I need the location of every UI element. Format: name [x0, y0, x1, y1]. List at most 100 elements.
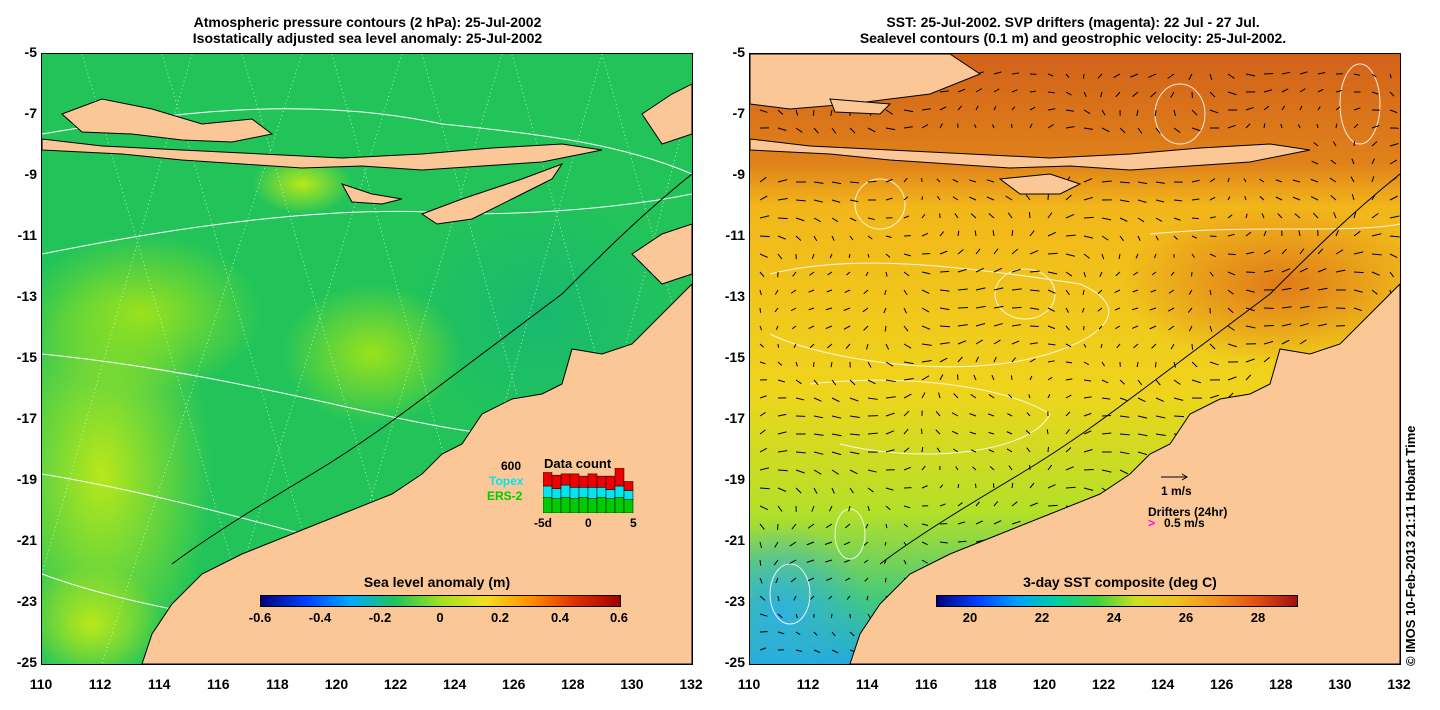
lon-tick: 114: [147, 676, 171, 692]
velocity-arrow: [975, 88, 982, 93]
velocity-arrow: [1083, 361, 1089, 366]
velocity-arrow: [829, 253, 833, 259]
velocity-arrow: [846, 595, 851, 600]
velocity-arrow: [1065, 307, 1070, 313]
velocity-arrow: [759, 235, 770, 238]
velocity-arrow: [885, 343, 890, 350]
velocity-arrow: [795, 199, 806, 202]
sumba-island: [340, 183, 403, 205]
velocity-arrow: [1209, 325, 1213, 332]
sea-level-anomaly-map[interactable]: Sea level anomaly (m) -0.6 -0.4 -0.2 0 0…: [41, 53, 693, 665]
velocity-arrow: [1330, 159, 1337, 165]
velocity-arrow: [813, 631, 818, 636]
velocity-arrow: [1191, 235, 1198, 239]
lat-tick: -15: [16, 349, 37, 365]
velocity-arrow: [975, 339, 984, 345]
velocity-arrow: [903, 377, 914, 381]
ers2-bar: [596, 497, 607, 513]
velocity-arrow: [1170, 271, 1175, 276]
velocity-arrow: [1297, 124, 1301, 129]
velocity-arrow: [921, 392, 926, 399]
velocity-arrow: [951, 430, 959, 435]
velocity-arrow: [759, 559, 762, 566]
sla-tick-06: 0.6: [609, 610, 629, 625]
lat-tick: -9: [24, 166, 37, 182]
velocity-arrow: [988, 431, 995, 435]
velocity-arrow: [1227, 271, 1236, 276]
lon-tick: 126: [502, 676, 526, 692]
banda-islands: [641, 83, 692, 145]
velocity-arrow: [1275, 179, 1283, 183]
velocity-arrow: [827, 271, 833, 276]
velocity-arrow: [1371, 253, 1382, 256]
velocity-arrow: [1371, 271, 1380, 276]
velocity-arrow: [1065, 325, 1070, 331]
velocity-arrow: [992, 230, 995, 237]
velocity-arrow: [849, 469, 858, 475]
velocity-arrow: [885, 197, 893, 201]
topex-bar: [551, 488, 562, 499]
velocity-arrow: [935, 429, 941, 435]
velocity-arrow: [885, 449, 895, 453]
velocity-arrow: [1299, 267, 1308, 273]
velocity-arrow: [1137, 415, 1148, 419]
lat-tick: -13: [16, 288, 37, 304]
velocity-arrow: [1131, 307, 1139, 311]
sst-warm-patch-east: [1120, 204, 1400, 364]
velocity-arrow: [1245, 358, 1255, 363]
velocity-arrow: [1353, 307, 1363, 312]
velocity-arrow: [849, 631, 855, 637]
velocity-arrow: [1351, 194, 1355, 201]
velocity-arrow: [1114, 307, 1121, 311]
velocity-arrow: [795, 469, 805, 474]
velocity-arrow: [1065, 271, 1073, 277]
velocity-arrow: [759, 289, 762, 296]
velocity-arrow: [1148, 73, 1157, 78]
velocity-arrow: [1137, 127, 1143, 134]
velocity-arrow: [1209, 361, 1219, 366]
velocity-arrow: [957, 268, 967, 273]
lat-tick: -19: [724, 471, 745, 487]
velocity-arrow: [1191, 109, 1198, 116]
velocity-arrow: [1299, 339, 1307, 345]
velocity-arrow: [867, 397, 878, 400]
velocity-arrow: [1333, 212, 1337, 219]
velocity-arrow: [1209, 343, 1216, 350]
velocity-arrow: [1119, 181, 1130, 184]
velocity-arrow: [1101, 469, 1112, 473]
velocity-arrow: [957, 230, 960, 237]
velocity-arrow: [939, 342, 950, 345]
velocity-arrow: [848, 253, 851, 259]
velocity-arrow: [1137, 451, 1148, 456]
velocity-arrow: [1311, 160, 1319, 165]
velocity-arrow: [939, 541, 948, 544]
data-count-600-label: 600: [501, 459, 522, 473]
sst-map[interactable]: 1 m/s Drifters (24hr) > 0.5 m/s 3-day SS…: [749, 53, 1401, 665]
velocity-arrow: [777, 505, 783, 512]
velocity-arrow: [813, 181, 824, 184]
velocity-arrow: [825, 523, 833, 529]
velocity-arrow: [903, 343, 912, 349]
velocity-arrow: [1131, 325, 1139, 329]
velocity-arrow: [1168, 325, 1175, 331]
velocity-arrow: [1011, 230, 1014, 237]
velocity-arrow: [1298, 230, 1301, 237]
velocity-arrow: [1008, 394, 1013, 399]
velocity-arrow: [1191, 361, 1198, 368]
velocity-arrow: [1353, 289, 1363, 293]
velocity-arrow: [1083, 487, 1094, 491]
velocity-arrow: [1294, 213, 1301, 219]
velocity-arrow: [863, 541, 869, 546]
topex-bar: [605, 489, 616, 499]
velocity-arrow: [795, 487, 802, 494]
left-title-line-2: Isostatically adjusted sea level anomaly…: [192, 30, 543, 46]
total-bar: [543, 472, 553, 487]
velocity-arrow: [1263, 249, 1271, 255]
velocity-arrow: [885, 253, 891, 258]
velocity-arrow: [883, 559, 887, 565]
velocity-arrow: [885, 271, 888, 277]
velocity-arrow: [1155, 397, 1165, 402]
velocity-arrow: [1245, 123, 1251, 129]
lat-tick: -21: [16, 532, 37, 548]
velocity-arrow: [1007, 413, 1013, 417]
